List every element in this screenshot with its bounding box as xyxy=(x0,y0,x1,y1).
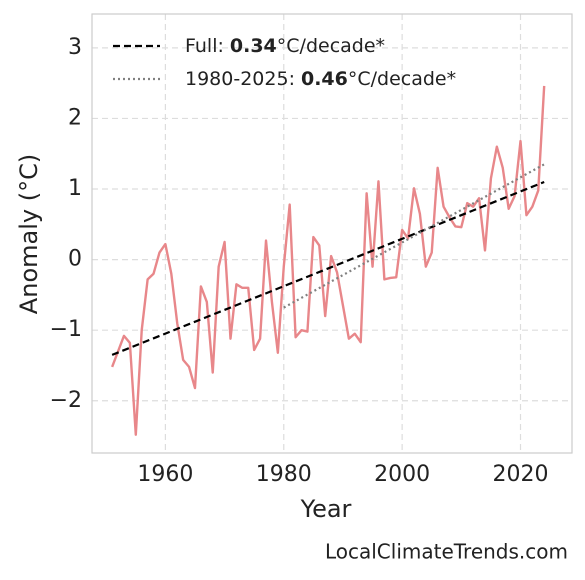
legend-name: 1980-2025: xyxy=(185,68,295,90)
x-tick-label: 2020 xyxy=(493,462,549,487)
legend-label: 1980-2025: 0.46°C/decade* xyxy=(185,68,456,90)
y-tick-label: −1 xyxy=(50,317,82,342)
plot-frame xyxy=(91,13,573,454)
watermark: LocalClimateTrends.com xyxy=(325,540,568,564)
x-axis-label: Year xyxy=(300,495,352,523)
legend-name: Full: xyxy=(185,35,224,57)
y-tick-label: 3 xyxy=(68,35,82,60)
y-tick-label: 2 xyxy=(68,105,82,130)
y-tick-label: −2 xyxy=(50,388,82,413)
trend-line xyxy=(111,180,545,356)
legend-unit: °C/decade* xyxy=(348,68,456,90)
legend-rate: 0.46 xyxy=(301,68,348,90)
y-axis-label: Anomaly (°C) xyxy=(15,154,43,314)
legend-unit: °C/decade* xyxy=(277,35,385,57)
legend-rate: 0.34 xyxy=(230,35,277,57)
data-line xyxy=(111,85,546,436)
legend-label: Full: 0.34°C/decade* xyxy=(185,35,385,57)
y-tick-label: 0 xyxy=(68,247,82,272)
y-tick-label: 1 xyxy=(68,176,82,201)
x-tick-label: 1980 xyxy=(256,462,312,487)
x-tick-label: 2000 xyxy=(374,462,430,487)
x-tick-label: 1960 xyxy=(137,462,193,487)
